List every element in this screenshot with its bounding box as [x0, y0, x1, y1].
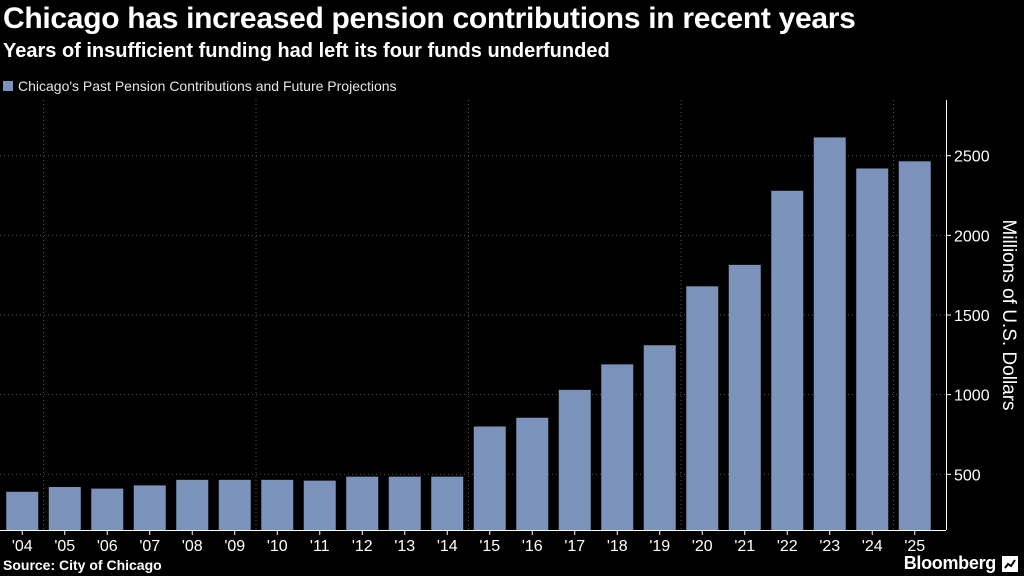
bar [473, 426, 506, 530]
x-tick-label: '12 [352, 538, 373, 555]
x-tick-label: '24 [862, 538, 883, 555]
legend: Chicago's Past Pension Contributions and… [3, 78, 397, 94]
y-tick-label: 500 [954, 467, 981, 484]
bar [771, 190, 804, 530]
bar [261, 479, 294, 530]
y-tick-label: 1000 [954, 388, 990, 405]
bar [601, 364, 634, 530]
bloomberg-logo: Bloomberg [903, 553, 997, 573]
x-tick-label: '25 [904, 538, 925, 555]
x-tick-label: '11 [310, 538, 330, 555]
y-tick-label: 2000 [954, 228, 990, 245]
x-tick-label: '22 [777, 538, 798, 555]
bar [303, 480, 336, 530]
x-tick-label: '18 [607, 538, 628, 555]
x-tick-label: '17 [564, 538, 585, 555]
y-tick-label: 2500 [954, 149, 990, 166]
bar [856, 168, 889, 530]
bar [558, 389, 591, 530]
x-tick-label: '23 [819, 538, 840, 555]
x-tick-label: '16 [522, 538, 543, 555]
x-tick-label: '04 [12, 538, 33, 555]
bar [898, 161, 931, 530]
bar [346, 476, 379, 530]
bar [133, 485, 166, 530]
x-tick-label: '20 [692, 538, 713, 555]
x-tick-label: '21 [734, 538, 755, 555]
x-tick-label: '08 [182, 538, 203, 555]
bar [516, 417, 549, 530]
bar [728, 264, 761, 530]
bar [91, 488, 124, 530]
legend-swatch [3, 81, 13, 91]
x-tick-label: '14 [437, 538, 458, 555]
source-note: Source: City of Chicago [3, 557, 162, 573]
bar [431, 476, 464, 530]
x-tick-label: '05 [54, 538, 75, 555]
bloomberg-terminal-icon [1002, 556, 1018, 572]
x-tick-label: '19 [649, 538, 670, 555]
chart-subtitle: Years of insufficient funding had left i… [3, 40, 610, 62]
x-tick-label: '07 [139, 538, 160, 555]
legend-label: Chicago's Past Pension Contributions and… [18, 78, 397, 94]
bar [686, 286, 719, 530]
y-tick-label: 1500 [954, 308, 990, 325]
bar [176, 479, 209, 530]
bar [643, 345, 676, 530]
x-tick-label: '13 [394, 538, 415, 555]
bar [218, 479, 251, 530]
bar [813, 137, 846, 531]
y-axis-title: Millions of U.S. Dollars [998, 219, 1019, 410]
x-tick-label: '15 [479, 538, 500, 555]
bar [388, 476, 421, 530]
chart-title: Chicago has increased pension contributi… [3, 2, 856, 35]
x-tick-label: '09 [224, 538, 245, 555]
x-tick-label: '06 [97, 538, 118, 555]
x-tick-label: '10 [267, 538, 288, 555]
bar [48, 487, 81, 530]
bar [6, 491, 39, 530]
